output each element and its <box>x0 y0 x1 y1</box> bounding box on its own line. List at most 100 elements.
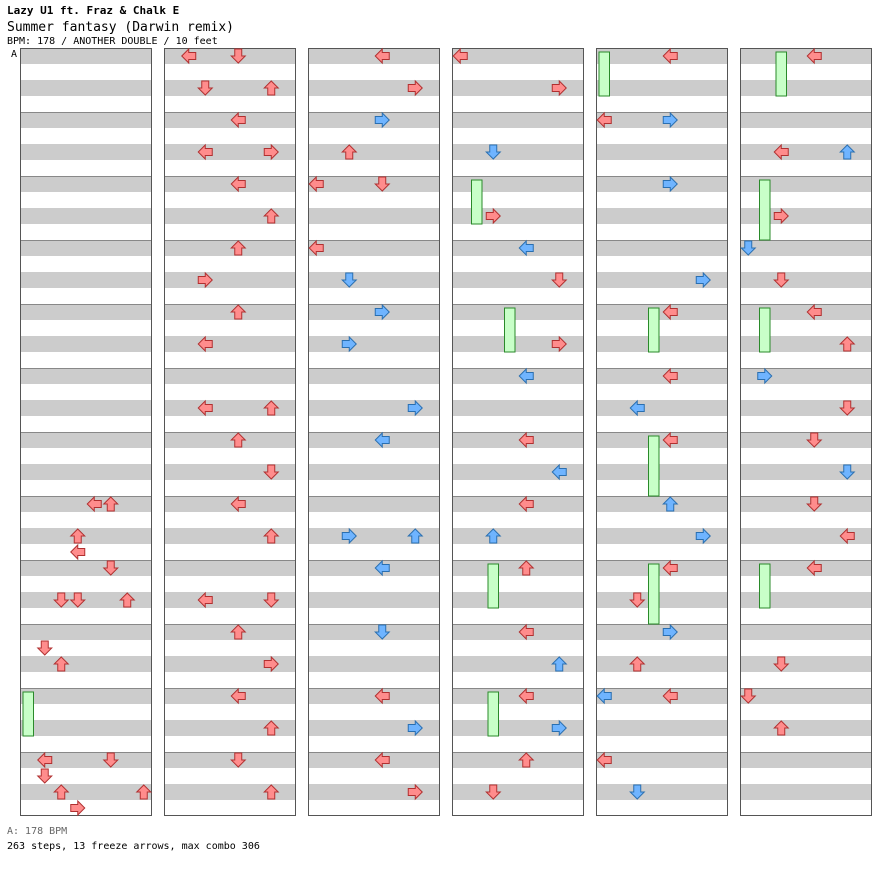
song-artist: Lazy U1 ft. Fraz & Chalk E <box>7 4 180 17</box>
beat-row <box>740 592 872 608</box>
beat-row <box>596 800 728 816</box>
beat-row <box>452 800 584 816</box>
left-arrow-note <box>518 367 534 385</box>
beat-row <box>308 160 440 176</box>
chart-column <box>164 48 296 816</box>
bpm-legend: A: 178 BPM <box>7 826 68 837</box>
left-arrow-note <box>181 47 197 65</box>
beat-row <box>308 720 440 736</box>
beat-row <box>596 128 728 144</box>
beat-row <box>740 288 872 304</box>
beat-row <box>596 672 728 688</box>
beat-row <box>596 272 728 288</box>
beat-row <box>308 144 440 160</box>
freeze-arrow <box>598 51 610 97</box>
chart-column <box>20 48 152 816</box>
freeze-arrow <box>471 179 483 225</box>
beat-row <box>740 96 872 112</box>
beat-row <box>740 368 872 384</box>
beat-row <box>452 304 584 320</box>
down-arrow-note <box>485 144 502 160</box>
right-arrow-note <box>407 79 423 97</box>
beat-row <box>596 688 728 704</box>
bpm-marker: A <box>11 49 17 60</box>
beat-row <box>164 576 296 592</box>
left-arrow-note <box>662 303 678 321</box>
beat-row <box>164 784 296 800</box>
beat-row <box>20 320 152 336</box>
left-arrow-note <box>374 47 390 65</box>
left-arrow-note <box>662 559 678 577</box>
left-arrow-note <box>518 239 534 257</box>
left-arrow-note <box>839 527 855 545</box>
beat-row <box>740 480 872 496</box>
beat-row <box>308 480 440 496</box>
down-arrow-note <box>806 496 823 512</box>
beat-row <box>740 400 872 416</box>
beat-row <box>308 336 440 352</box>
up-arrow-note <box>518 752 535 768</box>
left-arrow-note <box>596 687 612 705</box>
beat-row <box>740 544 872 560</box>
down-arrow-note <box>839 464 856 480</box>
right-arrow-note <box>662 623 678 641</box>
beat-row <box>164 288 296 304</box>
beat-row <box>740 672 872 688</box>
beat-row <box>308 240 440 256</box>
beat-row <box>740 464 872 480</box>
beat-row <box>452 752 584 768</box>
beat-row <box>452 96 584 112</box>
beat-row <box>452 288 584 304</box>
beat-row <box>308 208 440 224</box>
freeze-arrow <box>648 563 660 625</box>
beat-row <box>20 96 152 112</box>
beat-row <box>20 208 152 224</box>
beat-row <box>452 640 584 656</box>
left-arrow-note <box>806 559 822 577</box>
beat-row <box>452 384 584 400</box>
beat-row <box>452 592 584 608</box>
beat-row <box>740 320 872 336</box>
up-arrow-note <box>629 656 646 672</box>
beat-row <box>20 608 152 624</box>
beat-row <box>164 384 296 400</box>
beat-row <box>308 800 440 816</box>
column-border <box>164 48 296 816</box>
beat-row <box>20 800 152 816</box>
beat-row <box>164 640 296 656</box>
left-arrow-note <box>518 623 534 641</box>
beat-row <box>740 432 872 448</box>
beat-row <box>164 544 296 560</box>
beat-row <box>164 480 296 496</box>
right-arrow-note <box>374 303 390 321</box>
beat-row <box>20 112 152 128</box>
beat-row <box>20 368 152 384</box>
beat-row <box>740 64 872 80</box>
beat-row <box>596 352 728 368</box>
beat-row <box>308 464 440 480</box>
beat-row <box>20 624 152 640</box>
down-arrow-note <box>773 656 790 672</box>
beat-row <box>164 144 296 160</box>
beat-row <box>740 224 872 240</box>
beat-row <box>164 768 296 784</box>
beat-row <box>596 144 728 160</box>
left-arrow-note <box>308 175 324 193</box>
beat-row <box>308 384 440 400</box>
beat-row <box>596 624 728 640</box>
freeze-arrow <box>648 307 660 353</box>
up-arrow-note <box>263 208 280 224</box>
right-arrow-note <box>551 79 567 97</box>
beat-row <box>308 736 440 752</box>
beat-row <box>20 144 152 160</box>
up-arrow-note <box>230 432 247 448</box>
beat-row <box>452 224 584 240</box>
beat-row <box>164 688 296 704</box>
beat-row <box>164 80 296 96</box>
beat-row <box>164 800 296 816</box>
beat-row <box>20 736 152 752</box>
beat-row <box>452 688 584 704</box>
beat-row <box>740 512 872 528</box>
beat-row <box>20 352 152 368</box>
beat-row <box>452 80 584 96</box>
